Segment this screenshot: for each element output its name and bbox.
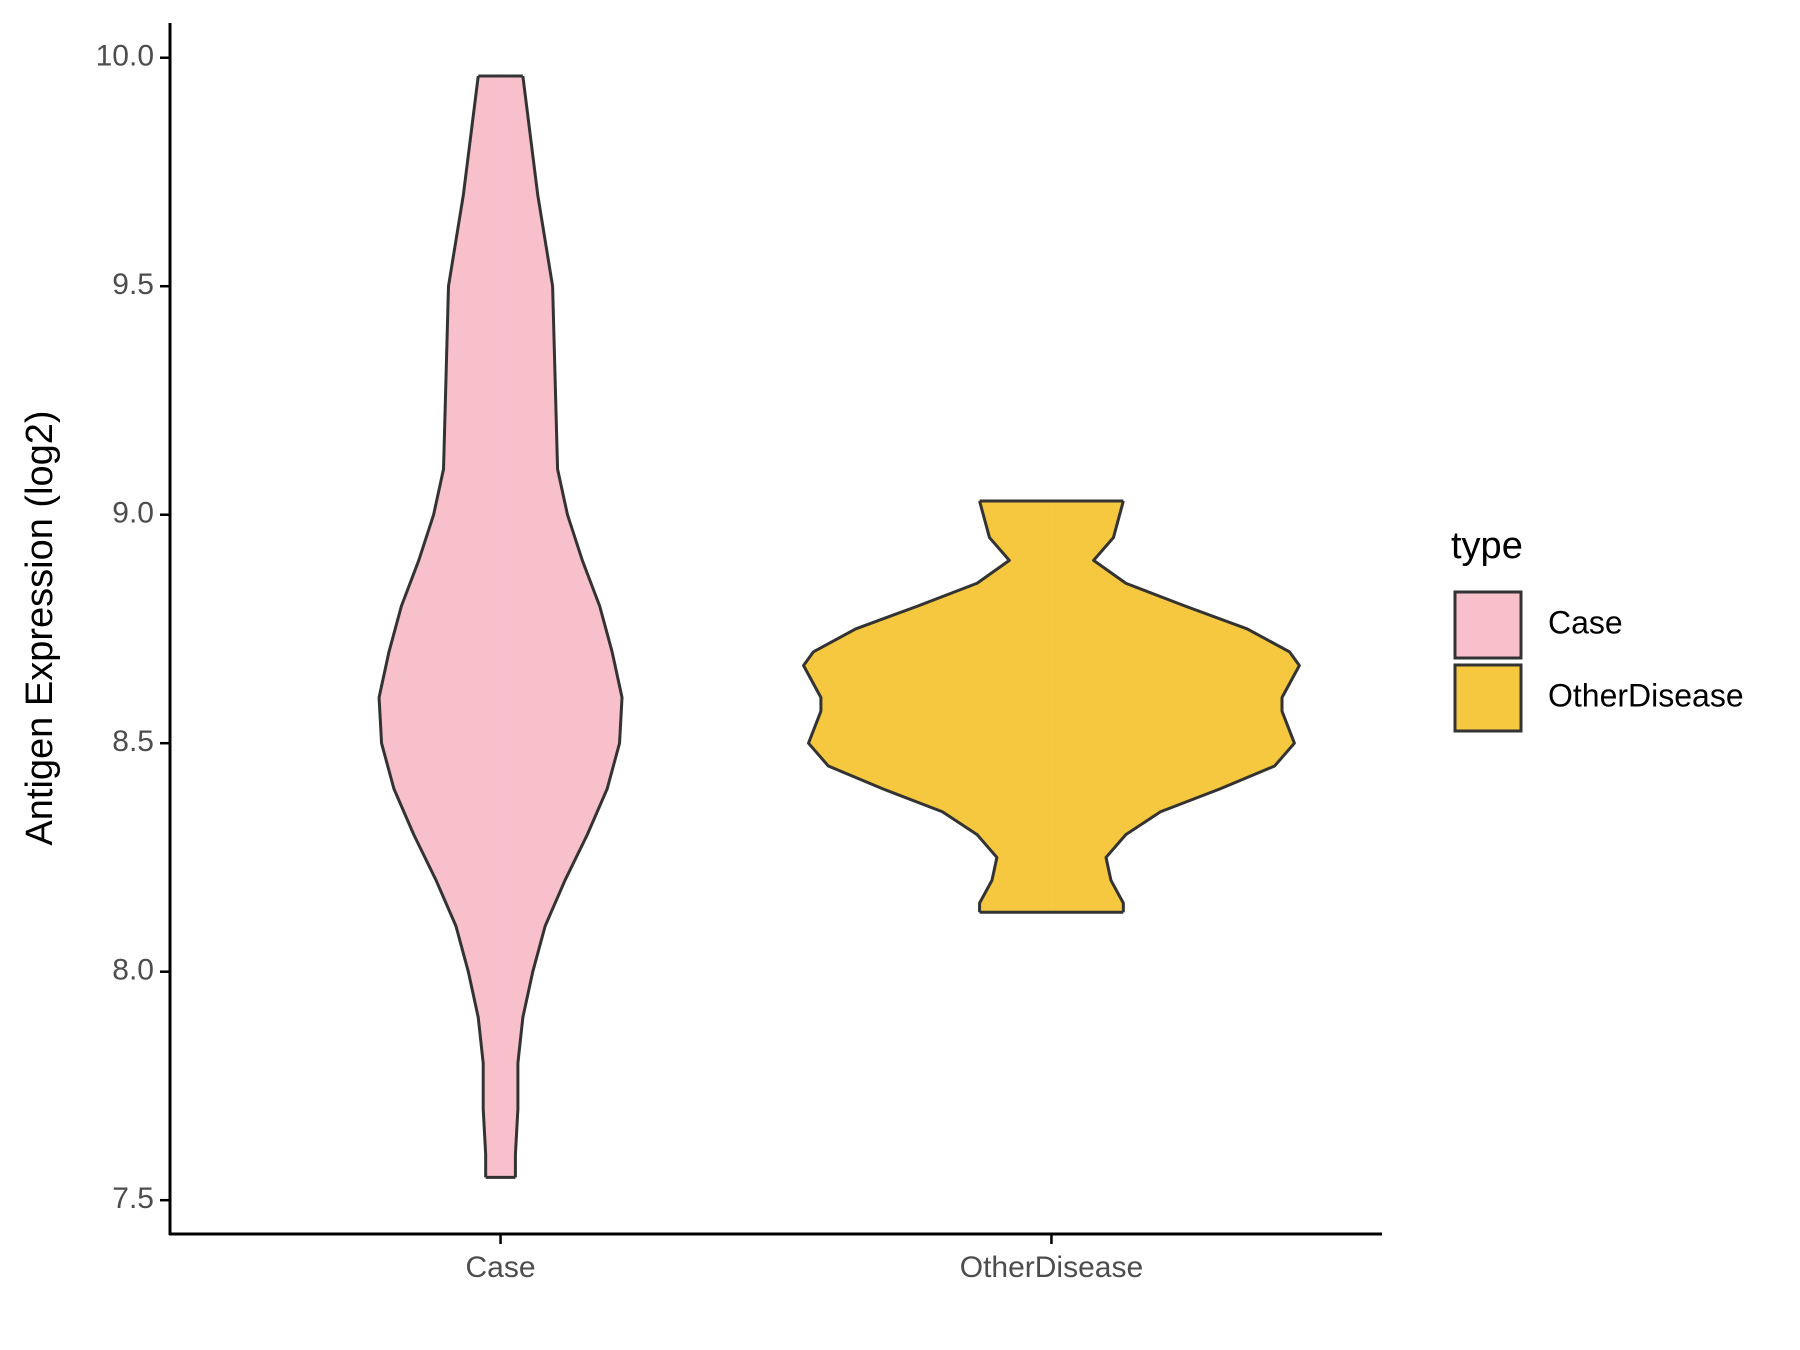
y-tick-label: 8.5 <box>112 725 154 758</box>
legend-key <box>1453 663 1523 733</box>
violin-fill <box>803 501 1052 913</box>
violin-outline <box>802 500 1011 913</box>
legend-key <box>1453 590 1523 660</box>
x-tick-label: Case <box>466 1251 536 1284</box>
violin-outline <box>513 75 624 1178</box>
violin-outline <box>1092 500 1301 913</box>
violin-fill <box>500 76 623 1178</box>
violin-fill <box>379 76 501 1178</box>
y-tick-label: 8.0 <box>112 954 154 987</box>
legend-label: OtherDisease <box>1548 677 1744 713</box>
x-tick-label: OtherDisease <box>960 1251 1143 1284</box>
legend-title: type <box>1451 525 1523 567</box>
y-tick-label: 7.5 <box>112 1182 154 1215</box>
y-tick-label: 9.0 <box>112 497 154 530</box>
y-axis-title: Antigen Expression (log2) <box>19 410 61 845</box>
y-tick-label: 10.0 <box>96 40 154 73</box>
violin-outline <box>377 75 488 1178</box>
y-tick-label: 9.5 <box>112 268 154 301</box>
violin-fill <box>1051 501 1300 913</box>
legend-label: Case <box>1548 604 1623 640</box>
